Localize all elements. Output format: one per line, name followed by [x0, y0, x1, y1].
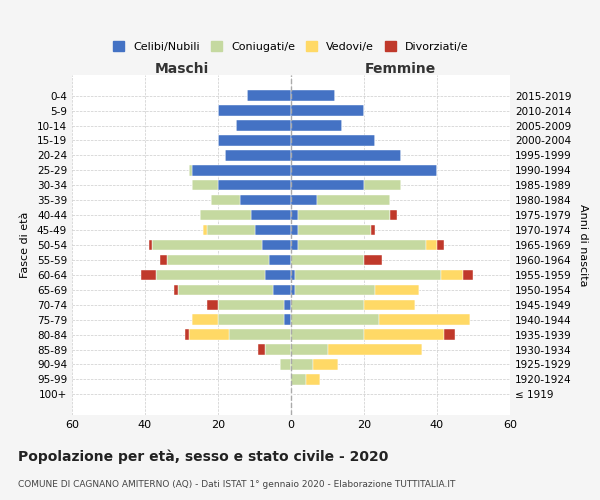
- Bar: [291, 344, 328, 354]
- Bar: [371, 225, 375, 235]
- Bar: [291, 300, 364, 310]
- Text: Femmine: Femmine: [365, 62, 436, 76]
- Bar: [291, 314, 379, 325]
- Bar: [240, 195, 291, 205]
- Bar: [298, 240, 426, 250]
- Bar: [280, 359, 291, 370]
- Bar: [200, 210, 251, 220]
- Bar: [305, 374, 320, 384]
- Bar: [269, 254, 291, 265]
- Bar: [291, 254, 364, 265]
- Bar: [247, 90, 291, 101]
- Bar: [207, 225, 254, 235]
- Text: Maschi: Maschi: [154, 62, 209, 76]
- Bar: [258, 344, 265, 354]
- Bar: [291, 284, 295, 295]
- Bar: [291, 225, 298, 235]
- Bar: [291, 359, 313, 370]
- Bar: [389, 210, 397, 220]
- Bar: [364, 300, 415, 310]
- Bar: [265, 344, 291, 354]
- Bar: [226, 150, 291, 160]
- Bar: [211, 195, 240, 205]
- Bar: [174, 284, 178, 295]
- Bar: [189, 165, 193, 175]
- Bar: [291, 240, 298, 250]
- Bar: [291, 330, 364, 340]
- Bar: [207, 300, 218, 310]
- Bar: [142, 270, 156, 280]
- Bar: [298, 210, 389, 220]
- Bar: [291, 195, 317, 205]
- Bar: [229, 330, 291, 340]
- Bar: [291, 150, 401, 160]
- Bar: [203, 225, 207, 235]
- Y-axis label: Fasce di età: Fasce di età: [20, 212, 30, 278]
- Bar: [426, 240, 437, 250]
- Bar: [317, 195, 389, 205]
- Bar: [440, 270, 463, 280]
- Bar: [328, 344, 422, 354]
- Bar: [193, 314, 218, 325]
- Bar: [379, 314, 470, 325]
- Y-axis label: Anni di nascita: Anni di nascita: [578, 204, 588, 286]
- Legend: Celibi/Nubili, Coniugati/e, Vedovi/e, Divorziati/e: Celibi/Nubili, Coniugati/e, Vedovi/e, Di…: [109, 36, 473, 56]
- Bar: [291, 165, 437, 175]
- Bar: [295, 284, 375, 295]
- Bar: [178, 284, 273, 295]
- Text: Popolazione per età, sesso e stato civile - 2020: Popolazione per età, sesso e stato civil…: [18, 450, 388, 464]
- Bar: [189, 330, 229, 340]
- Bar: [273, 284, 291, 295]
- Bar: [167, 254, 269, 265]
- Bar: [291, 90, 335, 101]
- Bar: [218, 106, 291, 116]
- Text: COMUNE DI CAGNANO AMITERNO (AQ) - Dati ISTAT 1° gennaio 2020 - Elaborazione TUTT: COMUNE DI CAGNANO AMITERNO (AQ) - Dati I…: [18, 480, 455, 489]
- Bar: [291, 180, 364, 190]
- Bar: [313, 359, 338, 370]
- Bar: [160, 254, 167, 265]
- Bar: [254, 225, 291, 235]
- Bar: [218, 180, 291, 190]
- Bar: [463, 270, 473, 280]
- Bar: [298, 225, 371, 235]
- Bar: [265, 270, 291, 280]
- Bar: [149, 240, 152, 250]
- Bar: [295, 270, 440, 280]
- Bar: [291, 210, 298, 220]
- Bar: [437, 240, 444, 250]
- Bar: [218, 136, 291, 145]
- Bar: [291, 106, 364, 116]
- Bar: [218, 300, 284, 310]
- Bar: [251, 210, 291, 220]
- Bar: [284, 314, 291, 325]
- Bar: [185, 330, 189, 340]
- Bar: [152, 240, 262, 250]
- Bar: [284, 300, 291, 310]
- Bar: [193, 165, 291, 175]
- Bar: [218, 314, 284, 325]
- Bar: [193, 180, 218, 190]
- Bar: [236, 120, 291, 131]
- Bar: [364, 254, 382, 265]
- Bar: [291, 136, 375, 145]
- Bar: [364, 180, 401, 190]
- Bar: [291, 374, 305, 384]
- Bar: [375, 284, 419, 295]
- Bar: [291, 270, 295, 280]
- Bar: [262, 240, 291, 250]
- Bar: [156, 270, 265, 280]
- Bar: [291, 120, 342, 131]
- Bar: [364, 330, 444, 340]
- Bar: [444, 330, 455, 340]
